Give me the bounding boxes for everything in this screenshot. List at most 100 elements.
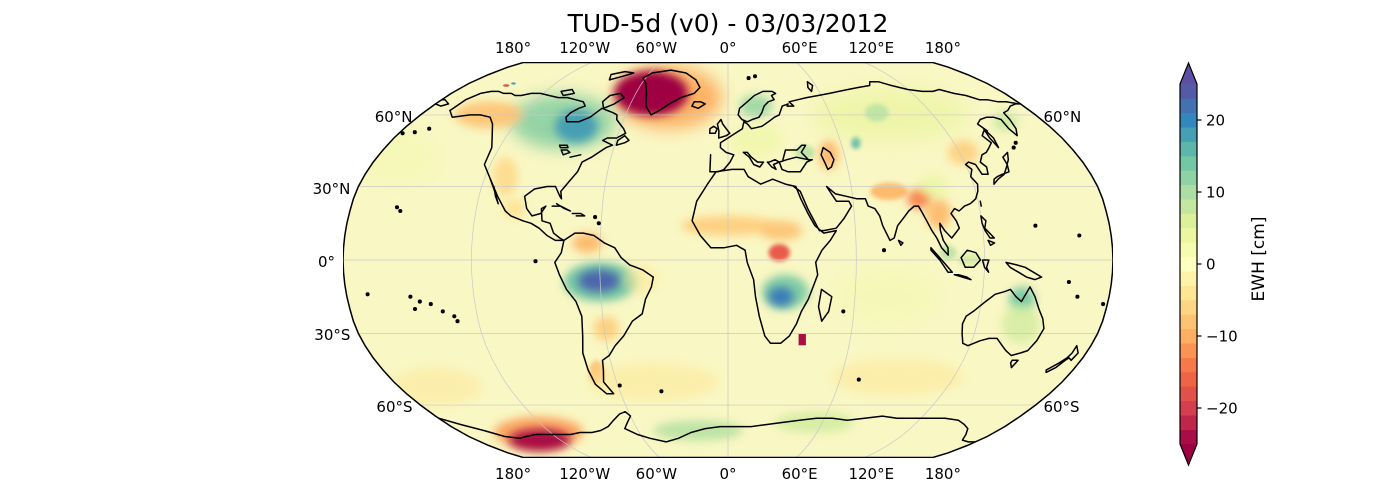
island-dot: [400, 131, 405, 136]
lon-tick-top--120: 120°W: [559, 39, 611, 57]
meridian--120: [470, 62, 592, 458]
lon-tick-top-0: 0°: [719, 39, 737, 57]
meridian-60: [796, 62, 857, 458]
colorbar-tick-label--10: −10: [1206, 328, 1238, 346]
coast-greece: [766, 158, 781, 171]
coast-uk: [716, 118, 731, 139]
coast-greenland: [642, 69, 701, 116]
coastline-layer: [365, 69, 1106, 443]
anomaly-congo-core: [768, 244, 790, 262]
meridian--60: [599, 62, 660, 458]
lon-tick-top-180: 180°: [924, 39, 961, 57]
anomaly-agulhas-rect: [798, 334, 806, 346]
colorbar-segment: [1180, 328, 1197, 344]
lon-tick-bottom-60: 60°E: [781, 465, 818, 483]
coast-sakhalin: [982, 127, 1000, 149]
anomaly-mexico-orange: [503, 198, 525, 219]
coast-novaya-zemlya: [806, 80, 814, 93]
colorbar-segment: [1180, 199, 1197, 214]
island-dot: [408, 294, 413, 299]
anomaly-greenland-core: [614, 71, 688, 116]
colorbar-tick-label-0: 0: [1206, 256, 1216, 274]
anomaly-eantarctica-teal-east: [775, 412, 854, 433]
colorbar-segment: [1180, 400, 1197, 416]
world-map: [343, 62, 1113, 458]
colorbar-segment: [1180, 84, 1197, 99]
coast-italy: [742, 151, 765, 168]
colorbar-segment: [1180, 429, 1197, 445]
colorbar-arrow-top: [1180, 63, 1197, 84]
colorbar-segment: [1180, 271, 1197, 286]
coast-tasmania: [1009, 359, 1019, 369]
coast-sulawesi: [981, 259, 990, 273]
coast-java: [953, 273, 972, 281]
colorbar-segments: [1180, 84, 1197, 445]
lon-tick-bottom-120: 120°E: [848, 465, 895, 483]
anomaly-europe-green-tint: [729, 123, 783, 157]
island-dot: [617, 383, 622, 388]
colorbar-segment: [1180, 213, 1197, 229]
island-dot: [428, 302, 433, 307]
colorbar-segment: [1180, 372, 1197, 387]
coast-cuba: [551, 202, 572, 212]
coast-japan: [993, 151, 1010, 185]
anomaly-venezuela-orange: [572, 233, 603, 253]
colorbar-segment: [1180, 242, 1197, 258]
lon-tick-bottom-180: 180°: [924, 465, 961, 483]
colorbar-segment: [1180, 184, 1197, 200]
lat-tick-right-60: 60°N: [1043, 107, 1082, 126]
coast-na-atlantic-arctic: [449, 90, 627, 242]
anomaly-arctic-artifact-red: [503, 84, 510, 87]
island-dot: [1075, 294, 1080, 299]
island-dot: [417, 299, 422, 304]
colorbar-segment: [1180, 343, 1197, 358]
colorbar-axis-label: EWH [cm]: [1249, 216, 1269, 302]
lon-tick-top-60: 60°E: [781, 39, 818, 57]
coast-caspian: [820, 146, 835, 171]
anomaly-kazakh-blue-spot: [851, 136, 861, 149]
anomaly-scandinavia-teal: [739, 95, 773, 117]
island-dot: [365, 292, 370, 297]
coast-russia-arctic: [778, 80, 1020, 116]
coast-africa: [691, 168, 838, 345]
coast-hispaniola: [571, 212, 586, 217]
coast-victoria-island: [560, 88, 576, 97]
colorbar-tick-label-20: 20: [1206, 112, 1225, 130]
lon-tick-bottom--60: 60°W: [635, 465, 678, 483]
anomaly-amazon-core: [577, 269, 621, 292]
map-outline: [343, 62, 1113, 458]
anomaly-siberia-teal-spot: [865, 103, 889, 122]
island-dot: [1013, 140, 1018, 145]
island-dot: [440, 309, 445, 314]
island-dot: [856, 377, 861, 382]
island-dot: [1011, 145, 1016, 150]
coast-borneo: [960, 249, 982, 269]
colorbar-segment: [1180, 141, 1197, 157]
coast-south-america: [554, 232, 655, 395]
map-clipped-layer: [343, 62, 1113, 458]
colorbar-segment: [1180, 156, 1197, 171]
plot-title: TUD-5d (v0) - 03/03/2012: [567, 9, 889, 38]
island-dot: [841, 309, 846, 314]
anomaly-indian-ocean-green-tint: [833, 267, 940, 327]
lat-tick-right--60: 60°S: [1043, 398, 1080, 417]
lon-tick-top--60: 60°W: [635, 39, 678, 57]
lon-tick-bottom--120: 120°W: [559, 465, 611, 483]
colorbar-tick-label--20: −20: [1206, 400, 1238, 418]
island-dot: [593, 215, 598, 220]
anomaly-arctic-artifact-blue: [511, 82, 516, 85]
anomaly-blacksea-east-teal: [795, 145, 815, 160]
coast-newfoundland: [615, 134, 630, 146]
island-dot: [427, 126, 432, 131]
coast-new-zealand: [1045, 344, 1079, 374]
coast-mindanao: [987, 239, 996, 247]
coast-lake-superior: [558, 144, 569, 149]
lon-tick-bottom-0: 0°: [719, 465, 737, 483]
coast-australia: [961, 286, 1045, 357]
coast-iberia-france: [709, 114, 780, 173]
lat-tick-left--60: 60°S: [376, 398, 413, 417]
anomaly-ganges-orange: [870, 182, 908, 200]
island-dot: [1066, 279, 1071, 285]
anomaly-kamchatka-teal: [993, 112, 1018, 131]
island-dot: [412, 130, 417, 135]
